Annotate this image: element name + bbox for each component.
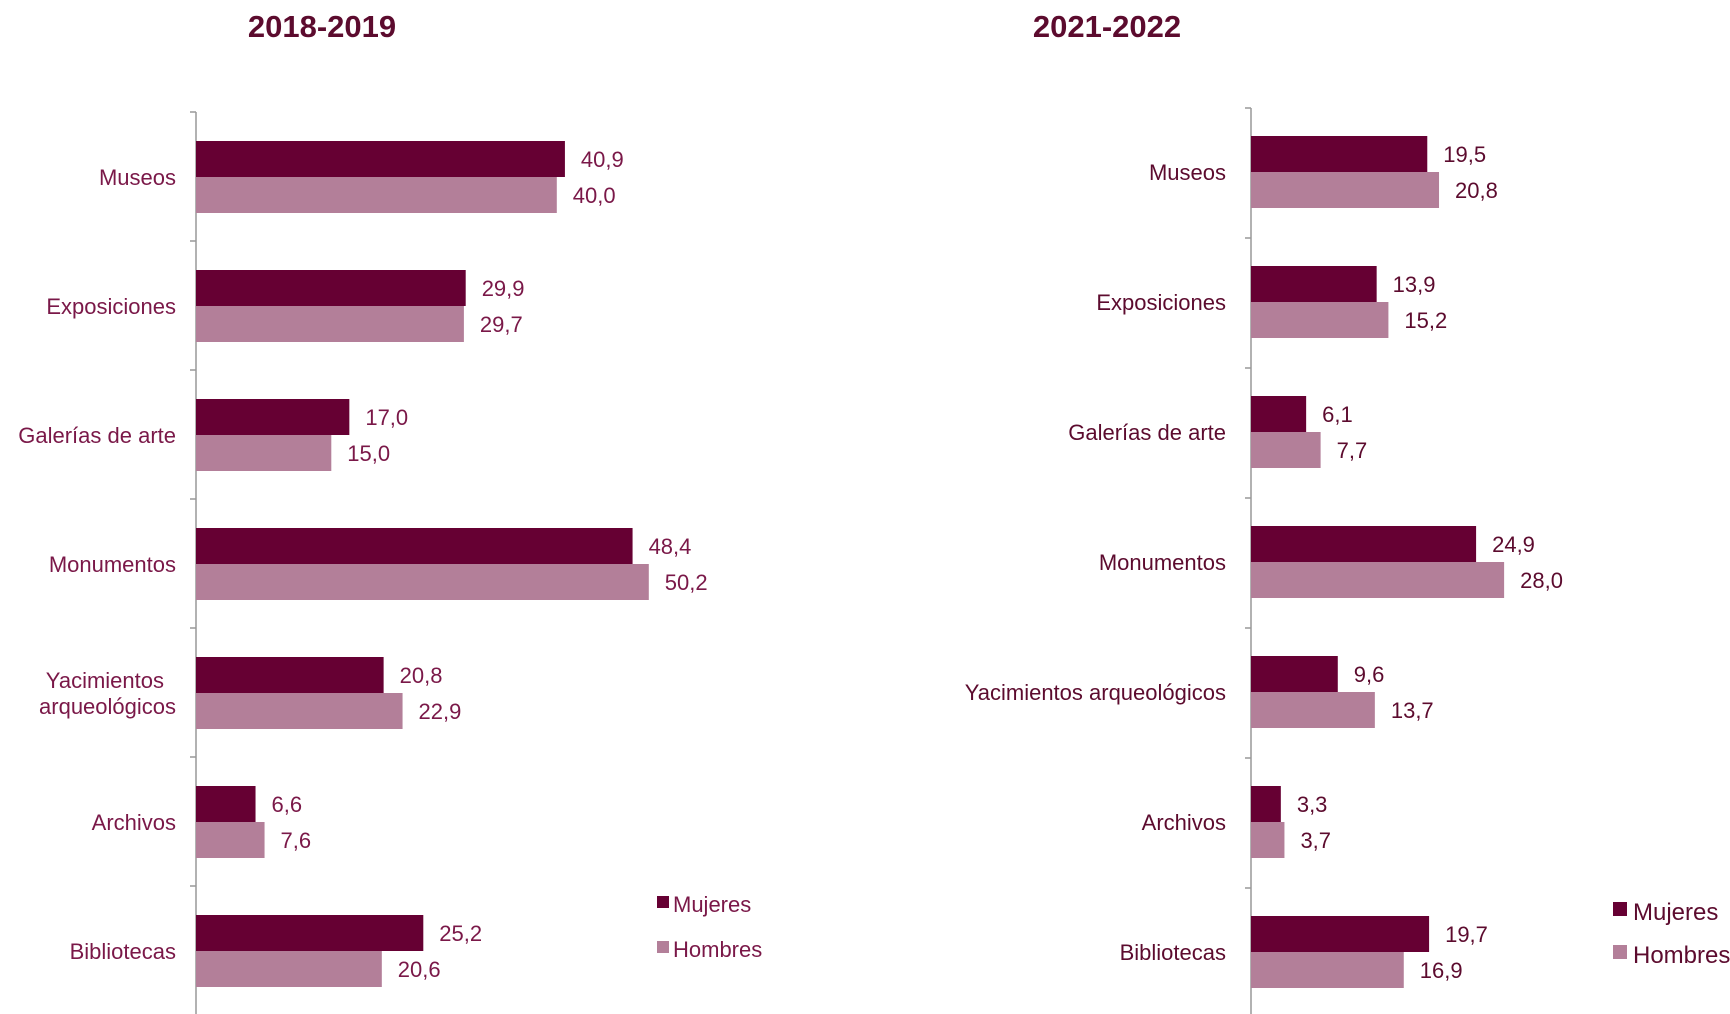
data-label-hombres: 7,7: [1337, 438, 1368, 463]
data-label-hombres: 50,2: [665, 570, 708, 595]
bar-mujeres: [196, 786, 256, 822]
data-label-mujeres: 25,2: [439, 921, 482, 946]
data-label-hombres: 28,0: [1520, 568, 1563, 593]
data-label-hombres: 20,6: [398, 957, 441, 982]
bar-hombres: [1251, 432, 1321, 468]
category-label: Galerías de arte: [18, 423, 176, 448]
legend-swatch-hombres: [657, 941, 669, 953]
legend-label-mujeres: Mujeres: [673, 892, 751, 917]
category-label-line: arqueológicos: [39, 694, 176, 719]
category-label: Yacimientos arqueológicos: [965, 680, 1226, 705]
category-label: Museos: [99, 165, 176, 190]
data-label-hombres: 15,2: [1404, 308, 1447, 333]
category-label: Galerías de arte: [1068, 420, 1226, 445]
data-label-mujeres: 20,8: [400, 663, 443, 688]
legend-label-hombres: Hombres: [1633, 942, 1730, 969]
chart-1: 2021-2022 Museos 19,5 20,8 Exposiciones 13,9 1…: [965, 9, 1730, 1014]
bar-hombres: [196, 306, 464, 342]
bar-mujeres: [1251, 526, 1477, 562]
data-label-mujeres: 3,3: [1297, 792, 1328, 817]
bar-mujeres: [1251, 656, 1338, 692]
data-label-hombres: 22,9: [419, 699, 462, 724]
bar-mujeres: [196, 657, 384, 693]
category-label: Archivos: [92, 810, 176, 835]
bar-hombres: [196, 177, 557, 213]
bar-mujeres: [196, 528, 633, 564]
bar-hombres: [196, 822, 265, 858]
data-label-mujeres: 19,5: [1443, 142, 1486, 167]
data-label-mujeres: 9,6: [1354, 662, 1385, 687]
legend-swatch-mujeres: [657, 896, 669, 908]
bar-hombres: [1251, 952, 1404, 988]
data-label-hombres: 40,0: [573, 183, 616, 208]
bar-mujeres: [1251, 916, 1430, 952]
bar-mujeres: [196, 399, 350, 435]
bar-hombres: [196, 564, 649, 600]
bar-hombres: [1251, 692, 1375, 728]
bar-mujeres: [1251, 396, 1307, 432]
chart-title: 2018-2019: [248, 9, 396, 44]
category-label: Exposiciones: [46, 294, 176, 319]
bar-hombres: [196, 951, 382, 987]
category-label: Monumentos: [1099, 550, 1226, 575]
category-label: Monumentos: [49, 552, 176, 577]
legend: Mujeres Hombres: [657, 892, 762, 962]
data-label-mujeres: 13,9: [1393, 272, 1436, 297]
category-label: Museos: [1149, 160, 1226, 185]
data-label-mujeres: 48,4: [649, 534, 692, 559]
data-label-mujeres: 17,0: [365, 405, 408, 430]
bar-mujeres: [196, 270, 466, 306]
category-label: Archivos: [1142, 810, 1226, 835]
bar-mujeres: [196, 141, 565, 177]
bar-hombres: [1251, 172, 1440, 208]
data-label-mujeres: 24,9: [1492, 532, 1535, 557]
legend: Mujeres Hombres: [1613, 899, 1730, 969]
category-label: Exposiciones: [1096, 290, 1226, 315]
bar-hombres: [196, 693, 403, 729]
bar-mujeres: [1251, 266, 1377, 302]
bar-mujeres: [1251, 786, 1281, 822]
data-label-mujeres: 40,9: [581, 147, 624, 172]
category-label-line: Yacimientos: [46, 668, 164, 693]
data-label-mujeres: 6,1: [1322, 402, 1353, 427]
data-label-hombres: 16,9: [1420, 958, 1463, 983]
bar-mujeres: [1251, 136, 1428, 172]
data-label-mujeres: 6,6: [272, 792, 303, 817]
bar-hombres: [196, 435, 332, 471]
data-label-hombres: 7,6: [281, 828, 312, 853]
category-label: Yacimientos arqueológicos: [39, 668, 176, 719]
legend-label-hombres: Hombres: [673, 937, 762, 962]
bar-hombres: [1251, 562, 1505, 598]
bar-hombres: [1251, 302, 1389, 338]
data-label-hombres: 20,8: [1455, 178, 1498, 203]
legend-label-mujeres: Mujeres: [1633, 899, 1718, 926]
data-label-hombres: 3,7: [1300, 828, 1331, 853]
legend-swatch-hombres: [1613, 945, 1627, 959]
data-label-hombres: 15,0: [347, 441, 390, 466]
category-label: Bibliotecas: [1120, 940, 1226, 965]
data-label-hombres: 13,7: [1391, 698, 1434, 723]
chart-title: 2021-2022: [1033, 9, 1181, 44]
data-label-mujeres: 29,9: [482, 276, 525, 301]
bar-mujeres: [196, 915, 424, 951]
data-label-mujeres: 19,7: [1445, 922, 1488, 947]
bar-hombres: [1251, 822, 1285, 858]
legend-swatch-mujeres: [1613, 902, 1627, 916]
category-label: Bibliotecas: [70, 939, 176, 964]
data-label-hombres: 29,7: [480, 312, 523, 337]
chart-0: 2018-2019 Museos 40,9 40,0 Exposiciones 29,9 2…: [18, 9, 762, 1014]
